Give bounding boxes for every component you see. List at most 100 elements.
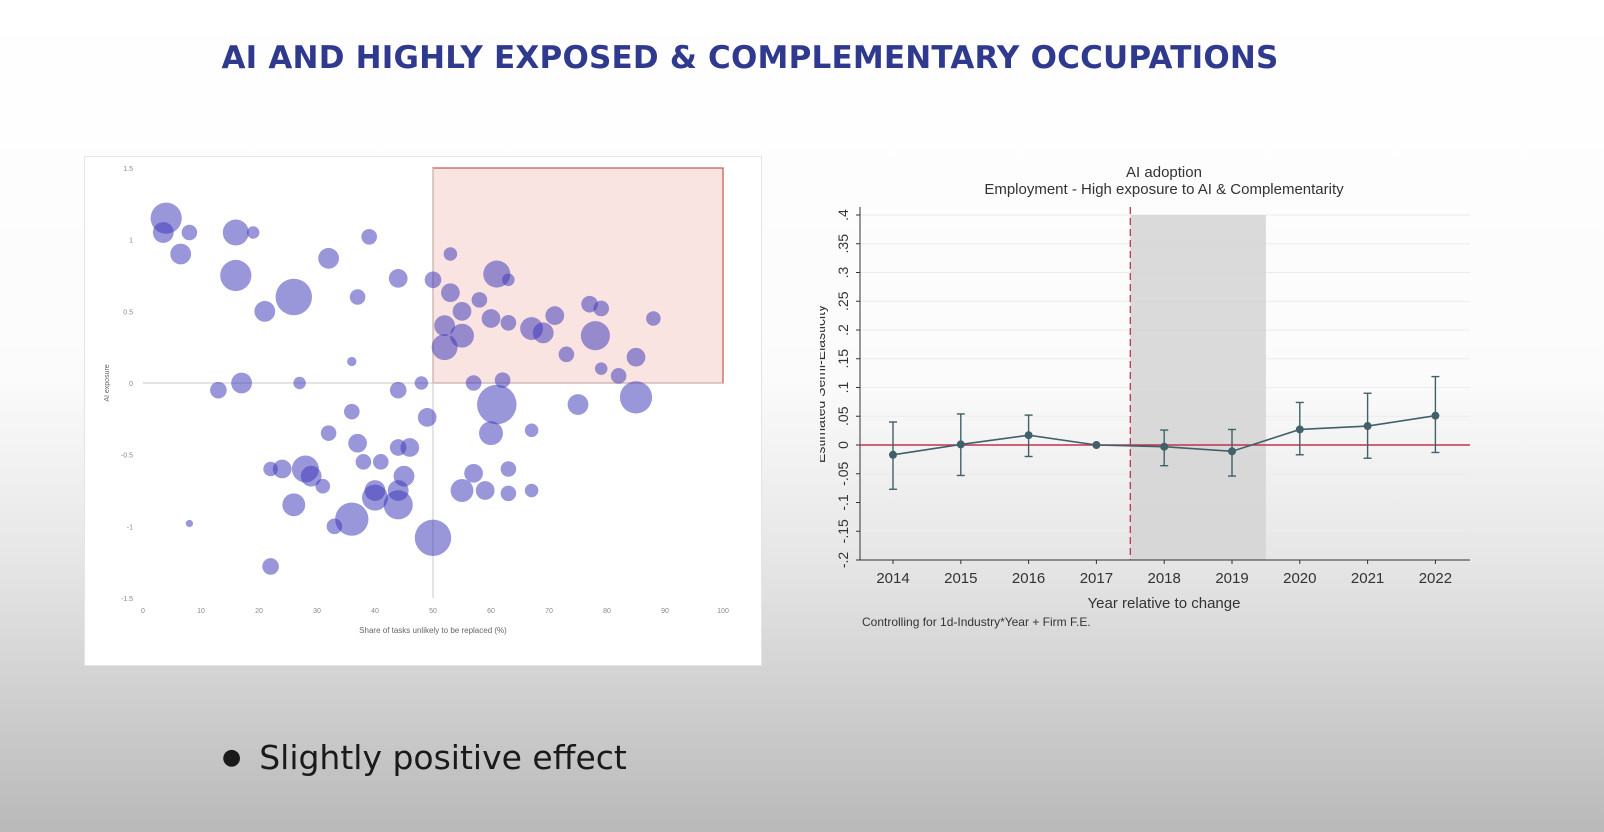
bubble-point xyxy=(626,347,646,367)
estimate-point xyxy=(956,440,965,449)
bubble-point xyxy=(417,408,437,427)
y-tick-label: -.05 xyxy=(835,461,851,485)
bubble-point xyxy=(220,259,252,292)
bubble-point xyxy=(431,334,458,361)
bubble-point xyxy=(450,479,474,502)
bubble-point xyxy=(222,219,249,246)
bubble-point xyxy=(282,493,306,517)
bubble-point xyxy=(479,421,503,446)
scatter-x-tick-label: 30 xyxy=(313,608,321,615)
x-tick-label: 2015 xyxy=(944,570,977,587)
bubble-point xyxy=(567,394,589,415)
estimate-point xyxy=(1160,442,1169,451)
bubble-point xyxy=(502,273,515,287)
bubble-point xyxy=(594,362,608,375)
bubble-point xyxy=(348,433,367,453)
scatter-x-tick-label: 60 xyxy=(487,608,495,615)
bubble-point xyxy=(500,315,517,331)
x-tick-label: 2022 xyxy=(1419,570,1452,587)
bubble-point xyxy=(315,478,331,494)
y-tick-label: -.1 xyxy=(835,494,851,511)
y-tick-label: 0 xyxy=(835,441,851,449)
scatter-y-tick-label: 0 xyxy=(129,381,133,388)
bubble-point xyxy=(362,484,388,511)
y-tick-label: .15 xyxy=(835,349,851,369)
bubble-point xyxy=(465,375,482,391)
bubble-chart-panel: -1.5 -1 -0.5 0 0.5 1 1.5 0 10 20 30 40 50 60 70 80 90 10… xyxy=(84,156,762,666)
scatter-y-tick-label: 1.5 xyxy=(123,166,133,173)
y-tick-label: .1 xyxy=(835,381,851,393)
bubble-point xyxy=(389,381,407,399)
estimate-point xyxy=(1092,441,1101,449)
y-tick-label: .05 xyxy=(835,406,851,426)
highlight-box xyxy=(432,167,724,384)
estimate-point xyxy=(1363,422,1372,431)
estimate-point xyxy=(1228,447,1236,456)
x-tick-label: 2014 xyxy=(876,570,909,587)
scatter-y-tick-label: -1 xyxy=(127,524,133,531)
scatter-y-tick-label: 1 xyxy=(129,238,133,245)
bubble-point xyxy=(263,461,278,477)
scatter-x-tick-label: 100 xyxy=(717,608,729,615)
bubble-point xyxy=(344,403,360,420)
bubble-point xyxy=(424,271,442,289)
bubble-point xyxy=(231,372,253,394)
scatter-y-tick-label: 0.5 xyxy=(123,309,133,316)
bubble-point xyxy=(532,322,554,344)
bubble-point xyxy=(619,381,653,414)
line-y-axis-label: Estimated Semi-Elasticity xyxy=(820,305,828,463)
x-tick-label: 2020 xyxy=(1283,570,1316,587)
bullet-icon: ● xyxy=(222,745,242,770)
bubble-point xyxy=(254,300,276,322)
bubble-point xyxy=(185,519,194,528)
bubble-point xyxy=(262,558,279,575)
bubble-point xyxy=(414,519,452,556)
bubble-point xyxy=(210,381,227,399)
bubble-point xyxy=(443,247,458,261)
adoption-period-shade xyxy=(1130,215,1266,560)
bubble-point xyxy=(272,459,292,479)
y-tick-label: -.2 xyxy=(835,552,851,569)
y-tick-label: .4 xyxy=(835,209,851,221)
bullet-point: ● Slightly positive effect xyxy=(222,738,627,777)
line-chart-subtitle: Employment - High exposure to AI & Compl… xyxy=(984,181,1344,198)
bubble-point xyxy=(558,346,575,363)
bubble-point xyxy=(610,368,627,384)
scatter-y-tick-label: -1.5 xyxy=(121,596,133,603)
scatter-y-axis-label: AI exposure xyxy=(104,364,111,401)
bubble-point xyxy=(361,229,378,245)
x-tick-label: 2021 xyxy=(1351,570,1384,587)
bubble-point xyxy=(524,423,539,438)
bubble-point xyxy=(524,483,539,498)
estimate-point xyxy=(1295,425,1304,434)
bubble-point xyxy=(293,376,306,390)
bubble-point xyxy=(434,315,455,337)
scatter-x-tick-label: 40 xyxy=(371,608,379,615)
bubble-point xyxy=(477,384,517,425)
bubble-point xyxy=(452,301,472,321)
bubble-point xyxy=(318,247,339,269)
bubble-point xyxy=(580,321,610,351)
scatter-x-axis-label: Share of tasks unlikely to be replaced (… xyxy=(359,626,507,635)
bubble-point xyxy=(500,461,517,477)
estimate-point xyxy=(889,450,897,459)
y-tick-label: .3 xyxy=(835,266,851,278)
event-study-panel: AI adoption Employment - High exposure t… xyxy=(812,160,1520,650)
scatter-x-tick-label: 20 xyxy=(255,608,263,615)
scatter-x-tick-label: 90 xyxy=(661,608,669,615)
scatter-x-tick-label: 80 xyxy=(603,608,611,615)
scatter-x-tick-label: 50 xyxy=(429,608,437,615)
bubble-point xyxy=(545,306,565,325)
bubble-point xyxy=(400,438,420,457)
bubble-point xyxy=(646,311,661,326)
scatter-x-tick-label: 70 xyxy=(545,608,553,615)
bubble-point xyxy=(246,226,260,239)
y-tick-label: .25 xyxy=(835,291,851,311)
bubble-point xyxy=(500,485,517,502)
bubble-point xyxy=(414,376,429,390)
x-tick-label: 2018 xyxy=(1148,570,1181,587)
y-tick-label: .35 xyxy=(835,234,851,254)
bubble-point xyxy=(152,222,174,243)
y-tick-label: -.15 xyxy=(835,519,851,543)
bubble-point xyxy=(388,269,408,288)
